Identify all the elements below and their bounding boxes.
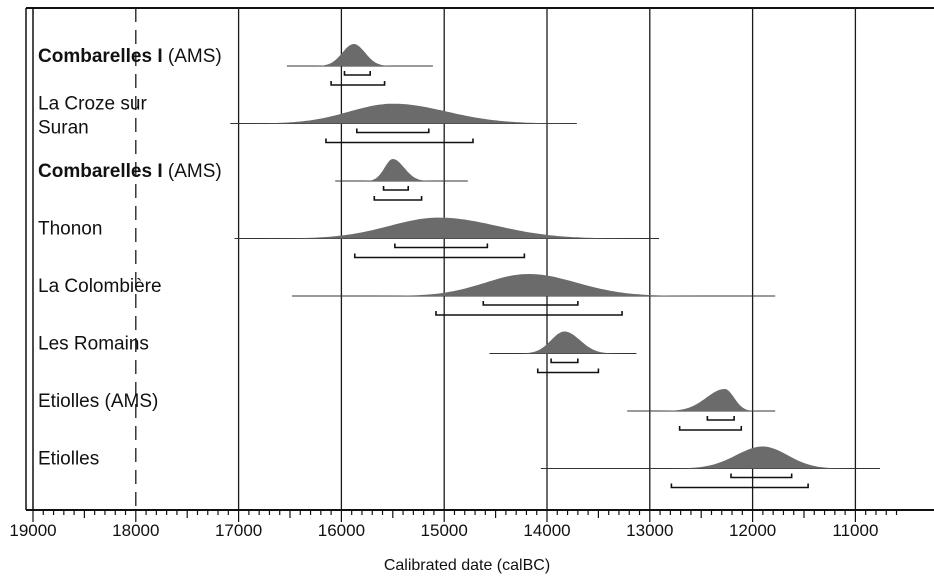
x-tick-label: 12000 (729, 521, 776, 540)
sigma1-bracket (343, 71, 371, 76)
sigma1-bracket (482, 301, 579, 306)
probability-distribution (335, 159, 468, 181)
sigma1-bracket (394, 243, 489, 249)
probability-distribution (234, 217, 660, 239)
x-tick-label: 17000 (215, 521, 262, 540)
sigma2-bracket (435, 311, 623, 316)
sample-row-1 (286, 44, 433, 86)
sample-label-name: La Colombière (38, 276, 162, 297)
sigma1-bracket (356, 128, 430, 134)
sample-label: La Colombière (38, 276, 162, 297)
sample-label: Les Romains (38, 334, 149, 355)
probability-distribution (489, 331, 637, 354)
sigma2-bracket (330, 81, 386, 86)
sample-label: Thonon (38, 219, 102, 240)
sample-label: Combarelles I (AMS) (38, 46, 222, 67)
sample-label-suffix: (AMS) (163, 161, 222, 182)
sample-label-name: Thonon (38, 219, 102, 240)
sigma2-bracket (325, 138, 474, 144)
sigma2-bracket (678, 426, 743, 431)
sigma1-bracket (550, 358, 579, 364)
sample-row-3 (335, 159, 468, 201)
sample-row-8 (540, 446, 881, 489)
probability-distribution (286, 44, 433, 66)
x-tick-label: 11000 (832, 521, 878, 540)
sigma1-bracket (382, 186, 410, 191)
sample-label-name: Combarelles I (38, 46, 163, 67)
sample-label: Combarelles I (AMS) (38, 161, 222, 182)
sigma2-bracket (670, 483, 809, 489)
sample-label-line1: La Croze sur (38, 94, 147, 115)
x-tick-label: 14000 (523, 521, 570, 540)
sample-label: Etiolles (38, 449, 99, 470)
sample-row-6 (489, 331, 637, 374)
probability-distribution (540, 446, 881, 469)
x-tick-label: 16000 (318, 521, 365, 540)
x-axis: 19000 18000 17000 16000 15000 14000 13000 12000… (9, 509, 934, 540)
x-tick-label: 18000 (112, 521, 159, 540)
sample-label: La Croze sur Suran (38, 94, 147, 139)
probability-distribution (627, 389, 776, 411)
sample-row-4 (234, 217, 660, 259)
probability-distribution (292, 274, 776, 296)
sigma1-bracket (706, 416, 735, 421)
x-axis-label: Calibrated date (calBC) (384, 557, 550, 574)
sigma2-bracket (373, 196, 423, 201)
sample-label-name: Etiolles (38, 449, 99, 470)
sample-row-5 (292, 274, 776, 316)
sigma1-bracket (730, 473, 793, 479)
x-tick-label: 15000 (421, 521, 468, 540)
sample-label-name: Combarelles I (38, 161, 163, 182)
x-tick-label: 19000 (9, 521, 56, 540)
sample-label-name: Etiolles (AMS) (38, 391, 158, 412)
sample-row-2 (230, 103, 577, 144)
sigma2-bracket (536, 368, 600, 374)
sample-labels: Combarelles I (AMS) La Croze sur Suran Comb… (38, 46, 222, 470)
sigma2-bracket (353, 253, 526, 259)
sample-row-7 (627, 389, 776, 431)
sample-label-line2: Suran (38, 118, 89, 139)
sample-label-suffix: (AMS) (163, 46, 222, 67)
probability-distribution (230, 103, 577, 124)
x-tick-label: 13000 (626, 521, 673, 540)
sample-label-name: Les Romains (38, 334, 149, 355)
sample-distributions (230, 44, 881, 489)
sample-label: Etiolles (AMS) (38, 391, 158, 412)
gridlines (25, 7, 934, 510)
